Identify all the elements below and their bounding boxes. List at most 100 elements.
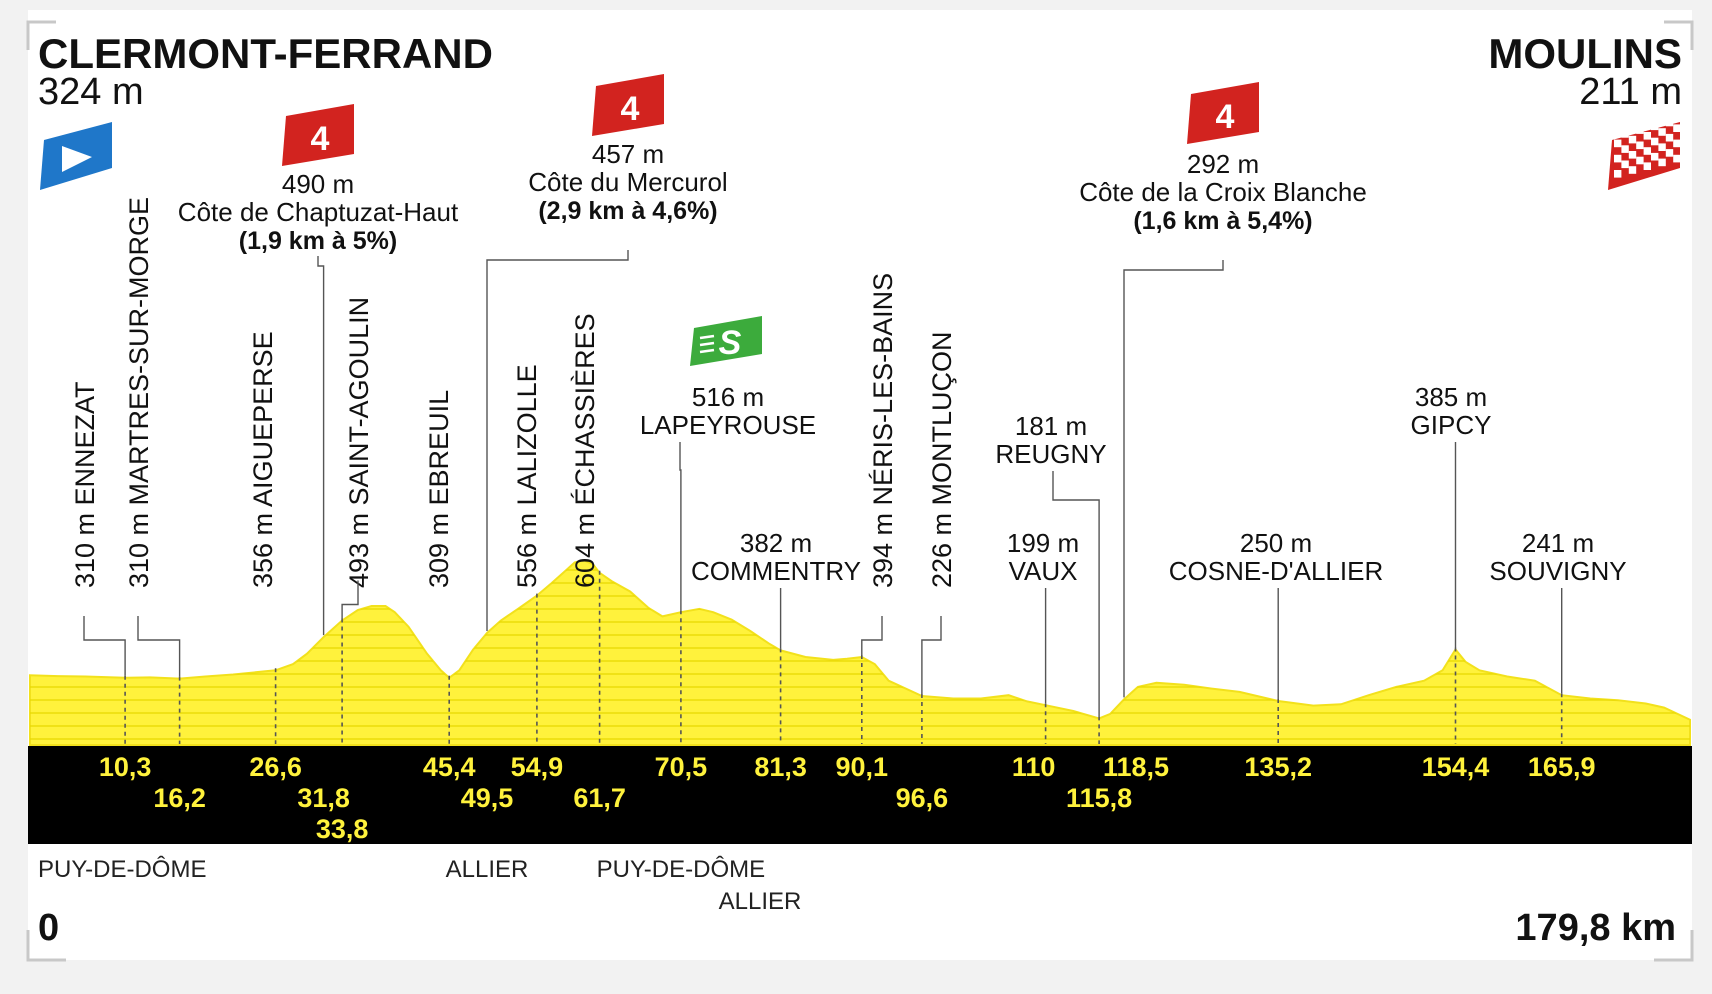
climb-detail: (1,9 km à 5%) (239, 227, 397, 255)
checker-square (1665, 149, 1674, 157)
climb-leader-line (317, 256, 325, 636)
town-leader-line (83, 616, 126, 676)
checker-square (1673, 139, 1681, 148)
climb-name: Côte de Chaptuzat-Haut (178, 197, 459, 227)
town-altitude-label: 199 m (1007, 528, 1079, 558)
km-marker-label: 26,6 (249, 752, 302, 782)
climb-marker-shape (1187, 82, 1259, 144)
checker-square (1651, 137, 1659, 146)
checker-square (1628, 166, 1637, 174)
km-marker-label: 110 (1012, 752, 1056, 782)
km-marker-label: 81,3 (754, 752, 807, 782)
town-label: REUGNY (995, 439, 1106, 469)
checker-square (1651, 122, 1659, 131)
climb-altitude: 292 m (1187, 149, 1259, 179)
checker-square (1621, 145, 1629, 153)
town-leader-line (679, 442, 682, 611)
town-leader-line (921, 616, 942, 694)
checker-square (1658, 143, 1666, 151)
checker-square (1636, 126, 1644, 134)
climb-altitude: 457 m (592, 139, 664, 169)
checker-square (1673, 124, 1681, 132)
checker-square (1658, 158, 1666, 167)
climb-marker-shape (282, 104, 354, 166)
town-leader-line (861, 616, 883, 655)
town-labels: 310 m ENNEZAT 310 m MARTRES-SUR-MORGE 356 … (70, 197, 1627, 717)
department-label: PUY-DE-DÔME (597, 855, 765, 883)
town-label: VAUX (1009, 556, 1078, 586)
town-altitude-label: 241 m (1522, 528, 1594, 558)
climb-category-icon: 4 (282, 104, 354, 166)
finish-header: MOULINS 211 m (1488, 30, 1682, 113)
km-marker-label: 165,9 (1528, 752, 1596, 782)
town-label: 226 m MONTLUÇON (927, 331, 957, 588)
sprint-marker-letter: S (719, 324, 742, 362)
checker-square (1621, 130, 1629, 138)
km-marker-label: 70,5 (655, 752, 708, 782)
climb-category-number: 4 (1216, 98, 1235, 136)
town-label: 493 m SAINT-AGOULIN (344, 297, 374, 588)
km-marker-label: 90,1 (836, 752, 889, 782)
department-label: ALLIER (719, 888, 802, 915)
checker-square (1665, 133, 1674, 142)
department-label: PUY-DE-DÔME (38, 855, 206, 883)
km-marker-label: 61,7 (573, 783, 626, 813)
town-altitude-label: 250 m (1240, 528, 1312, 558)
climb-leader-line (1123, 260, 1224, 698)
checker-square (1628, 135, 1637, 144)
checker-square (1614, 170, 1622, 178)
start-altitude: 324 m (38, 71, 144, 113)
checker-square (1628, 151, 1637, 159)
frame-corners (26, 20, 1694, 962)
town-altitude-label: 181 m (1015, 411, 1087, 441)
town-label: 356 m AIGUEPERSE (248, 331, 278, 588)
town-label: SOUVIGNY (1489, 556, 1626, 586)
town-label: 556 m LALIZOLLE (512, 364, 542, 588)
sprint-speed-line (699, 341, 715, 347)
climb-leader-line (486, 250, 629, 631)
checker-square (1621, 160, 1629, 169)
checker-square (1643, 162, 1651, 170)
km-marker-label: 49,5 (461, 783, 514, 813)
checker-square (1673, 154, 1681, 163)
town-label: 310 m MARTRES-SUR-MORGE (124, 197, 154, 588)
km-marker-label: 154,4 (1422, 752, 1490, 782)
town-altitude-label: 385 m (1415, 382, 1487, 412)
sprint-marker-icon: S (690, 316, 762, 366)
sprint-speed-line (699, 348, 715, 354)
finish-altitude: 211 m (1579, 71, 1682, 113)
finish-km: 179,8 km (1515, 907, 1676, 949)
km-marker-label: 10,3 (99, 752, 152, 782)
checker-square (1651, 152, 1659, 161)
km-band-background (28, 746, 1692, 844)
town-leader-line (137, 616, 181, 677)
km-marker-label: 118,5 (1103, 752, 1169, 782)
km-marker-label: 33,8 (316, 814, 369, 844)
climb-category-icon: 4 (592, 74, 664, 136)
town-leader-line (1052, 471, 1100, 717)
checker-square (1643, 132, 1651, 140)
start-header: CLERMONT-FERRAND 324 m (38, 30, 493, 113)
climb-detail: (1,6 km à 5,4%) (1133, 207, 1312, 235)
checker-square (1636, 156, 1644, 165)
km-marker-label: 96,6 (896, 783, 949, 813)
sprint-marker-shape (690, 316, 762, 366)
finish-flag-icon (1608, 118, 1681, 190)
checker-square (1643, 147, 1651, 155)
checker-square (1665, 118, 1674, 127)
start-town-name: CLERMONT-FERRAND (38, 30, 493, 77)
start-flag-icon (40, 122, 112, 190)
town-label: GIPCY (1411, 410, 1492, 440)
km-marker-label: 16,2 (153, 783, 206, 813)
town-label: LAPEYROUSE (640, 410, 816, 440)
town-altitude-label: 516 m (692, 382, 764, 412)
climb-category-icon: 4 (1187, 82, 1259, 144)
town-label: 394 m NÉRIS-LES-BAINS (868, 273, 898, 588)
town-altitude-label: 382 m (740, 528, 812, 558)
sprint-speed-line (699, 334, 715, 340)
km-marker-label: 54,9 (511, 752, 564, 782)
checker-square (1614, 154, 1622, 163)
climb-altitude: 490 m (282, 169, 354, 199)
